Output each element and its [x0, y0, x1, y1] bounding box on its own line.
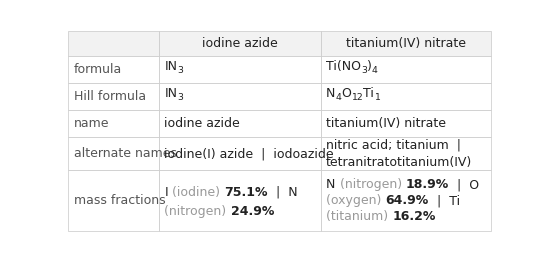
Bar — [68, 170, 159, 231]
Bar — [68, 56, 159, 83]
Text: (titanium): (titanium) — [326, 210, 392, 223]
Text: iodine(I) azide  |  iodoazide: iodine(I) azide | iodoazide — [165, 147, 334, 160]
Text: name: name — [74, 117, 109, 130]
Text: 4: 4 — [336, 93, 342, 102]
Bar — [68, 137, 159, 170]
Text: (oxygen): (oxygen) — [326, 194, 385, 207]
Text: |  Ti: | Ti — [429, 194, 460, 207]
Bar — [320, 31, 490, 56]
Bar — [68, 110, 159, 137]
Text: ): ) — [367, 60, 372, 73]
Text: 3: 3 — [178, 93, 183, 102]
Bar — [159, 170, 320, 231]
Text: 12: 12 — [352, 93, 363, 102]
Text: formula: formula — [74, 63, 122, 76]
Text: Ti(NO: Ti(NO — [326, 60, 361, 73]
Bar — [159, 56, 320, 83]
Text: (nitrogen): (nitrogen) — [165, 205, 231, 218]
Bar — [320, 170, 490, 231]
Text: mass fractions: mass fractions — [74, 194, 165, 207]
Text: titanium(IV) nitrate: titanium(IV) nitrate — [326, 117, 446, 130]
Text: iodine azide: iodine azide — [202, 37, 278, 50]
Bar — [159, 31, 320, 56]
Text: 64.9%: 64.9% — [385, 194, 429, 207]
Text: Ti: Ti — [363, 87, 374, 100]
Text: I: I — [165, 186, 168, 199]
Text: 16.2%: 16.2% — [392, 210, 435, 223]
Text: 24.9%: 24.9% — [231, 205, 274, 218]
Text: iodine azide: iodine azide — [165, 117, 240, 130]
Text: (iodine): (iodine) — [168, 186, 224, 199]
Text: 18.9%: 18.9% — [405, 179, 449, 192]
Bar — [320, 137, 490, 170]
Bar — [320, 83, 490, 110]
Text: N: N — [326, 179, 336, 192]
Bar — [320, 110, 490, 137]
Bar — [159, 110, 320, 137]
Text: O: O — [342, 87, 352, 100]
Text: |  N: | N — [268, 186, 297, 199]
Text: N: N — [326, 87, 336, 100]
Bar — [68, 31, 159, 56]
Text: nitric acid; titanium  |
tetranitratotitanium(IV): nitric acid; titanium | tetranitratotita… — [326, 139, 473, 169]
Text: alternate names: alternate names — [74, 147, 177, 160]
Bar — [159, 83, 320, 110]
Text: 1: 1 — [374, 93, 380, 102]
Bar — [159, 137, 320, 170]
Text: IN: IN — [165, 60, 178, 73]
Text: 75.1%: 75.1% — [224, 186, 268, 199]
Text: titanium(IV) nitrate: titanium(IV) nitrate — [346, 37, 465, 50]
Text: 3: 3 — [178, 66, 183, 75]
Bar — [68, 83, 159, 110]
Text: 3: 3 — [361, 66, 367, 75]
Text: IN: IN — [165, 87, 178, 100]
Text: (nitrogen): (nitrogen) — [336, 179, 405, 192]
Bar — [320, 56, 490, 83]
Text: Hill formula: Hill formula — [74, 90, 146, 103]
Text: 4: 4 — [372, 66, 378, 75]
Text: |  O: | O — [449, 179, 479, 192]
